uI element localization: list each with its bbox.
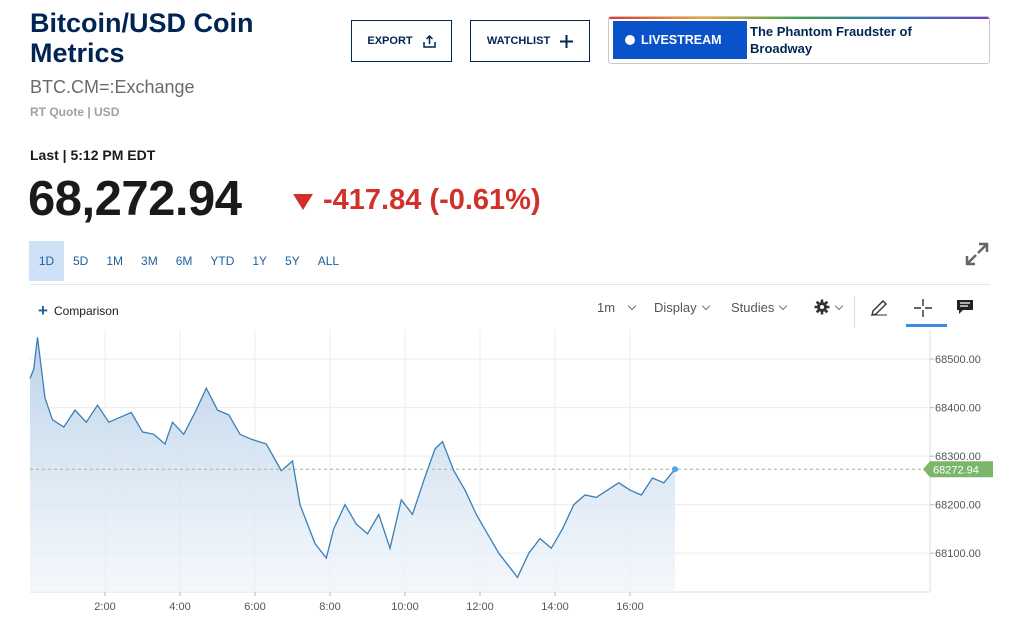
y-tick-label: 68300.00	[935, 451, 981, 463]
price-change: -417.84 (-0.61%)	[293, 184, 541, 217]
x-tick-label: 6:00	[244, 601, 265, 613]
chevron-down-icon	[701, 301, 710, 311]
range-6m[interactable]: 6M	[175, 254, 193, 268]
last-price-dot	[672, 466, 678, 473]
divider	[30, 284, 990, 285]
x-tick-label: 12:00	[466, 601, 494, 613]
studies-label: Studies	[731, 300, 775, 315]
comparison-label: Comparison	[53, 304, 119, 318]
watchlist-button[interactable]: WATCHLIST	[470, 20, 590, 62]
chevron-down-icon	[834, 301, 844, 310]
settings-dropdown[interactable]	[814, 299, 844, 315]
chevron-down-icon	[779, 301, 788, 311]
range-all[interactable]: ALL	[317, 254, 340, 268]
gear-icon	[814, 299, 830, 315]
plus-icon: +	[38, 301, 48, 320]
price-change-value: -417.84 (-0.61%)	[323, 184, 541, 216]
ticker-symbol: BTC.CM=:Exchange	[30, 77, 195, 97]
watchlist-label: WATCHLIST	[486, 35, 551, 47]
share-icon	[422, 34, 436, 48]
last-price-tag: 68272.94	[923, 461, 993, 478]
y-tick-label: 68200.00	[935, 500, 981, 512]
display-dropdown[interactable]: Display	[654, 300, 710, 315]
y-tick-label: 68400.00	[935, 403, 981, 415]
range-3m[interactable]: 3M	[141, 254, 158, 268]
export-button[interactable]: EXPORT	[351, 20, 452, 62]
range-5y[interactable]: 5Y	[285, 254, 300, 268]
price-chart[interactable]: 68500.00 68400.00 68300.00 68200.00 68100.00…	[0, 330, 1009, 633]
range-5d[interactable]: 5D	[73, 254, 89, 268]
range-ytd[interactable]: YTD	[210, 254, 235, 268]
range-1m[interactable]: 1M	[106, 254, 124, 268]
comparison-button[interactable]: + Comparison	[38, 301, 119, 320]
livestream-headline[interactable]: The Phantom Fraudster of Broadway	[750, 24, 912, 56]
pencil-icon[interactable]	[870, 299, 888, 317]
y-tick-label: 68100.00	[935, 548, 981, 560]
comment-icon[interactable]	[956, 299, 974, 315]
livestream-badge[interactable]: LIVESTREAM	[613, 21, 747, 59]
page-title: Bitcoin/USD Coin Metrics	[30, 8, 254, 68]
display-label: Display	[654, 300, 697, 315]
range-1y[interactable]: 1Y	[252, 254, 268, 268]
quote-meta: RT Quote | USD	[30, 105, 120, 119]
price-area	[30, 337, 675, 592]
studies-dropdown[interactable]: Studies	[731, 300, 788, 315]
livestream-badge-label: LIVESTREAM	[641, 33, 722, 47]
x-tick-label: 8:00	[319, 601, 340, 613]
livestream-banner[interactable]: LIVESTREAM The Phantom Fraudster of Broa…	[608, 16, 990, 64]
active-tool-indicator	[906, 324, 947, 327]
price-line	[29, 337, 676, 579]
export-label: EXPORT	[367, 35, 413, 47]
last-price-tag-label: 68272.94	[933, 464, 979, 476]
interval-dropdown[interactable]: 1m	[597, 300, 637, 315]
x-tick-label: 14:00	[541, 601, 569, 613]
crosshair-icon[interactable]	[914, 299, 932, 317]
x-tick-label: 10:00	[391, 601, 419, 613]
interval-label: 1m	[597, 300, 616, 315]
plus-icon	[560, 34, 574, 48]
y-tick-label: 68500.00	[935, 354, 981, 366]
last-trade-time: Last | 5:12 PM EDT	[30, 147, 156, 163]
last-price: 68,272.94	[28, 172, 242, 226]
x-tick-label: 2:00	[94, 601, 115, 613]
range-1d[interactable]: 1D	[29, 241, 64, 281]
expand-icon[interactable]	[964, 241, 990, 267]
x-tick-label: 4:00	[169, 601, 190, 613]
x-tick-label: 16:00	[616, 601, 644, 613]
live-dot-icon	[625, 35, 635, 45]
chevron-down-icon	[627, 301, 637, 311]
down-arrow-icon	[293, 194, 313, 210]
range-selector: 1D 5D 1M 3M 6M YTD 1Y 5Y ALL	[29, 241, 348, 281]
toolbar-divider	[854, 296, 855, 328]
